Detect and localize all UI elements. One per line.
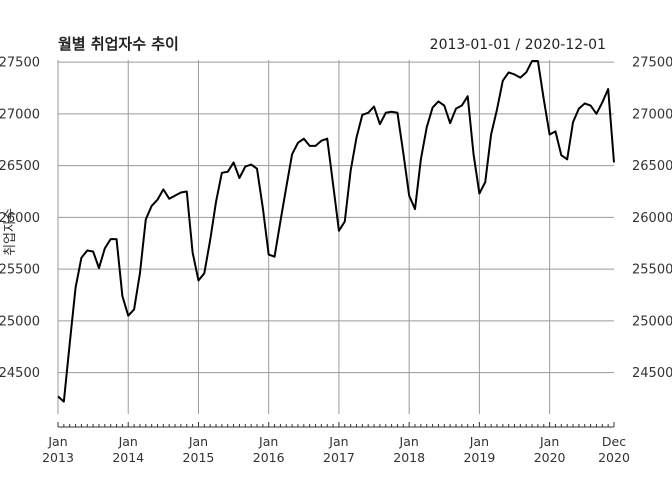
x-tick-label-month: Jan bbox=[399, 434, 419, 449]
y-tick-label-right: 27500 bbox=[632, 56, 672, 71]
series-line bbox=[57, 60, 615, 403]
x-tick-label-year: 2020 bbox=[598, 450, 630, 465]
x-tick-labels: Jan2013Jan2014Jan2015Jan2016Jan2017Jan20… bbox=[42, 434, 630, 465]
x-tick-label-month: Dec bbox=[602, 434, 626, 449]
x-tick-label-month: Jan bbox=[47, 434, 67, 449]
x-tick-label-month: Jan bbox=[328, 434, 348, 449]
x-tick-label-year: 2020 bbox=[534, 450, 566, 465]
y-tick-label-right: 27000 bbox=[632, 107, 672, 122]
x-tick-label-month: Jan bbox=[188, 434, 208, 449]
y-tick-label-left: 25000 bbox=[0, 314, 40, 329]
x-tick-label-year: 2017 bbox=[323, 450, 355, 465]
y-tick-label-right: 25500 bbox=[632, 263, 672, 278]
x-tick-label-year: 2014 bbox=[112, 450, 144, 465]
x-tick-label-year: 2018 bbox=[393, 450, 425, 465]
x-tick-label-year: 2016 bbox=[253, 450, 285, 465]
y-tick-label-left: 27000 bbox=[0, 107, 40, 122]
y-tick-label-left: 26000 bbox=[0, 211, 40, 226]
series-layer bbox=[57, 60, 615, 403]
y-tick-label-right: 26000 bbox=[632, 211, 672, 226]
y-tick-label-left: 24500 bbox=[0, 366, 40, 381]
x-tick-label-year: 2015 bbox=[183, 450, 215, 465]
x-tick-label-month: Jan bbox=[469, 434, 489, 449]
y-tick-labels: 24500 24500 25000 25000 25500 25500 26000 26000… bbox=[0, 56, 672, 382]
x-tick-label-year: 2019 bbox=[463, 450, 495, 465]
y-tick-label-right: 24500 bbox=[632, 366, 672, 381]
y-tick-label-left: 25500 bbox=[0, 263, 40, 278]
y-tick-label-left: 26500 bbox=[0, 159, 40, 174]
x-tick-label-year: 2013 bbox=[42, 450, 74, 465]
y-tick-label-right: 26500 bbox=[632, 159, 672, 174]
y-tick-label-left: 27500 bbox=[0, 56, 40, 71]
y-axis-label: 취업자수 bbox=[3, 208, 18, 256]
x-tick-label-month: Jan bbox=[539, 434, 559, 449]
y-tick-label-right: 25000 bbox=[632, 314, 672, 329]
x-axis bbox=[57, 422, 615, 428]
x-tick-label-month: Jan bbox=[258, 434, 278, 449]
grid-lines bbox=[57, 60, 614, 414]
x-tick-label-month: Jan bbox=[118, 434, 138, 449]
chart-title: 월별 취업자수 추이 bbox=[58, 35, 179, 53]
date-range-label: 2013-01-01 / 2020-12-01 bbox=[430, 37, 606, 53]
